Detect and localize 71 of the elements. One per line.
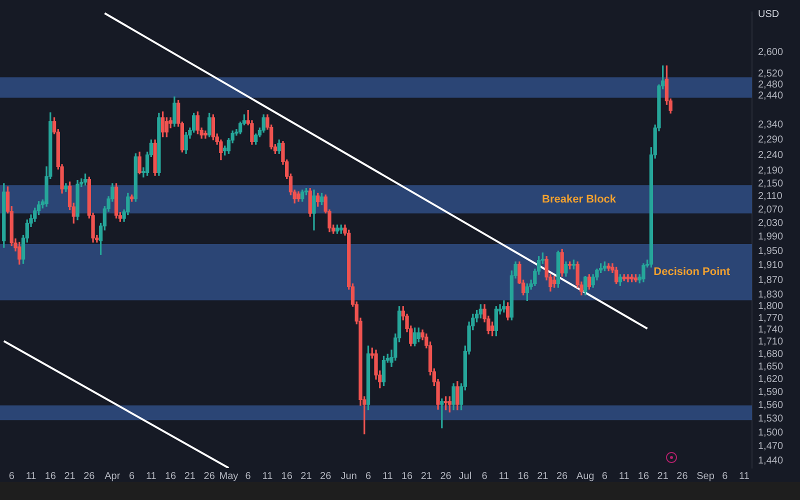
y-tick-label: 2,070 [758,204,784,216]
y-tick-label: 2,440 [758,90,784,102]
y-tick-label: 1,770 [758,312,784,324]
y-tick-label: 2,290 [758,134,784,146]
x-tick-label: 21 [420,470,432,482]
x-tick-label: 6 [245,470,252,482]
band-label: Breaker Block [542,193,617,206]
x-tick-label: 11 [26,470,37,482]
x-tick-label: 21 [537,470,549,482]
x-tick-label: 16 [638,470,650,482]
y-tick-label: 1,950 [758,246,784,257]
y-tick-label: 1,800 [758,301,784,312]
x-tick-label: Sep [696,470,715,482]
y-tick-label: 2,480 [758,79,784,90]
y-tick-label: 1,830 [758,290,784,301]
x-tick-label: 6 [482,470,488,482]
x-tick-label: 6 [722,470,728,482]
x-tick-label: 21 [64,470,76,482]
x-tick-label: 6 [8,470,15,482]
x-tick-label: 16 [44,470,56,482]
x-tick-label: 6 [365,470,372,482]
y-axis-title: USD [758,8,780,20]
x-tick-label: 21 [300,470,312,482]
x-tick-label: 11 [498,470,510,482]
y-tick-label: 2,150 [758,178,784,190]
y-tick-label: 1,870 [758,274,784,286]
x-tick-label: 16 [164,470,177,482]
x-tick-label: Apr [104,470,121,482]
band-label: Decision Point [654,266,730,278]
x-tick-label: 26 [204,470,216,482]
x-tick-label: Jul [458,470,472,482]
x-tick-label: 11 [146,470,157,482]
y-tick-label: 1,620 [758,374,784,386]
y-tick-label: 2,030 [758,218,784,229]
y-tick-label: 2,110 [758,191,783,202]
y-tick-label: 1,440 [758,456,784,467]
x-tick-label: May [219,470,238,482]
x-tick-label: 11 [382,470,394,482]
x-tick-label: 26 [84,470,96,482]
y-tick-label: 1,560 [758,400,784,412]
y-tick-label: 1,470 [758,441,784,452]
x-tick-label: Aug [576,470,594,482]
x-tick-label: 26 [556,470,568,482]
y-tick-label: 1,740 [758,324,784,336]
x-tick-label: 26 [440,470,452,482]
x-tick-label: 11 [739,470,750,482]
x-tick-label: 11 [262,470,274,482]
x-tick-label: 21 [657,470,669,482]
x-tick-label: 11 [618,470,630,482]
x-tick-label: Jun [340,470,357,482]
y-tick-label: 1,680 [758,348,784,360]
x-tick-label: 21 [184,470,196,482]
y-tick-label: 2,520 [758,68,784,80]
y-tick-label: 1,990 [758,232,784,243]
x-tick-label: 6 [129,470,136,482]
y-tick-label: 2,190 [758,166,784,177]
y-tick-label: 2,600 [758,46,784,58]
x-tick-label: 26 [676,470,688,482]
x-tick-label: 16 [518,470,530,482]
y-tick-label: 1,530 [758,414,784,425]
y-tick-label: 1,500 [758,427,784,438]
x-tick-label: 6 [602,470,608,482]
x-tick-label: 26 [320,470,332,482]
y-tick-label: 1,910 [758,260,784,272]
y-tick-label: 1,590 [758,386,784,398]
y-tick-label: 2,340 [758,120,784,131]
x-tick-label: 16 [281,470,293,482]
x-tick-label: 16 [401,470,414,482]
y-tick-label: 1,710 [758,336,784,348]
y-tick-label: 1,650 [758,361,784,372]
y-tick-label: 2,240 [758,150,784,161]
